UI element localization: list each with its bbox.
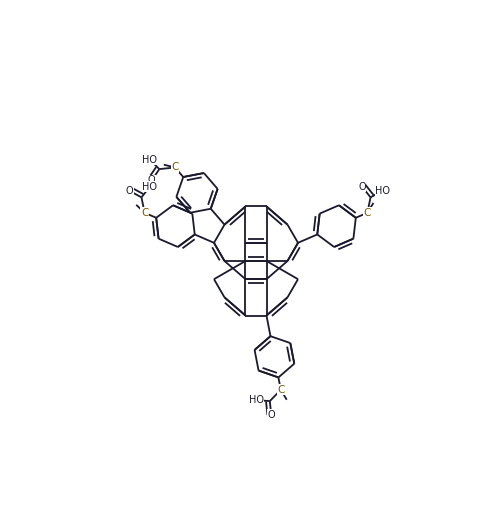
Text: C: C bbox=[363, 208, 370, 218]
Text: O: O bbox=[125, 186, 133, 196]
Text: HO: HO bbox=[142, 155, 157, 164]
Text: O: O bbox=[148, 176, 155, 185]
Text: C: C bbox=[277, 385, 284, 395]
Text: HO: HO bbox=[248, 395, 263, 405]
Text: O: O bbox=[267, 410, 275, 420]
Text: O: O bbox=[358, 181, 365, 192]
Text: C: C bbox=[141, 208, 148, 218]
Text: HO: HO bbox=[374, 186, 389, 196]
Text: C: C bbox=[171, 162, 178, 172]
Text: HO: HO bbox=[142, 181, 157, 192]
